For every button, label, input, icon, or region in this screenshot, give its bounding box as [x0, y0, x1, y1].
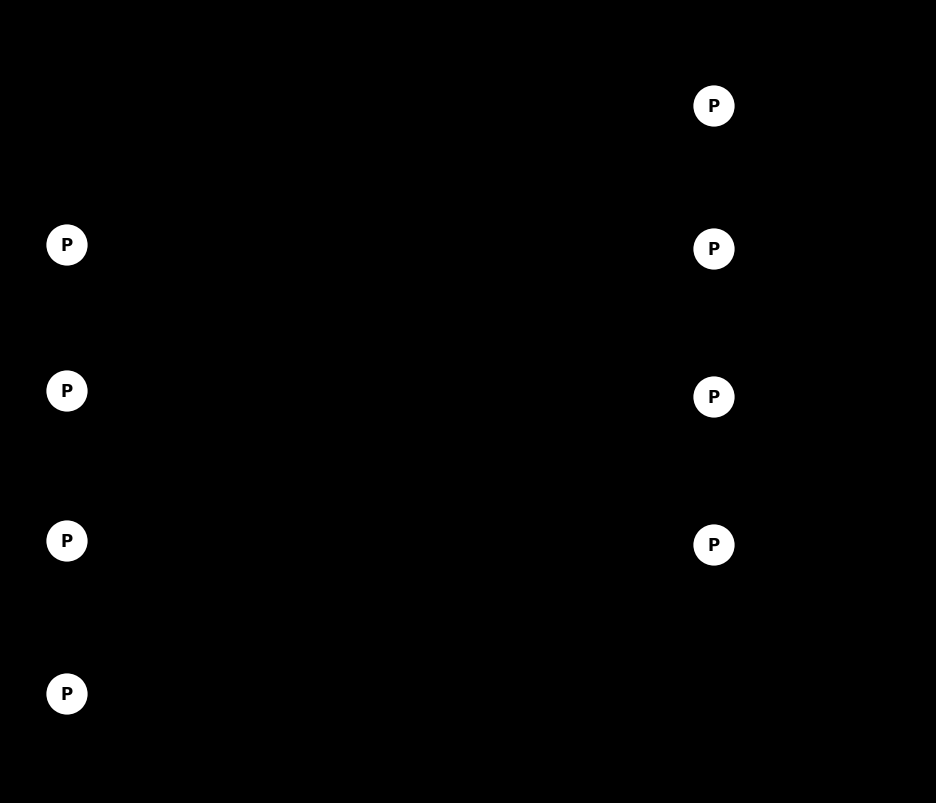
- Circle shape: [692, 524, 736, 567]
- Text: P: P: [708, 98, 720, 116]
- Circle shape: [45, 520, 89, 563]
- Circle shape: [692, 376, 736, 419]
- Circle shape: [692, 85, 736, 128]
- Circle shape: [45, 224, 89, 267]
- Circle shape: [692, 228, 736, 271]
- Text: P: P: [61, 685, 73, 703]
- Text: P: P: [708, 536, 720, 554]
- Text: P: P: [708, 241, 720, 259]
- Text: P: P: [61, 237, 73, 255]
- Text: P: P: [61, 382, 73, 401]
- Circle shape: [45, 672, 89, 716]
- Text: P: P: [708, 389, 720, 406]
- Text: P: P: [61, 532, 73, 550]
- Circle shape: [45, 369, 89, 414]
